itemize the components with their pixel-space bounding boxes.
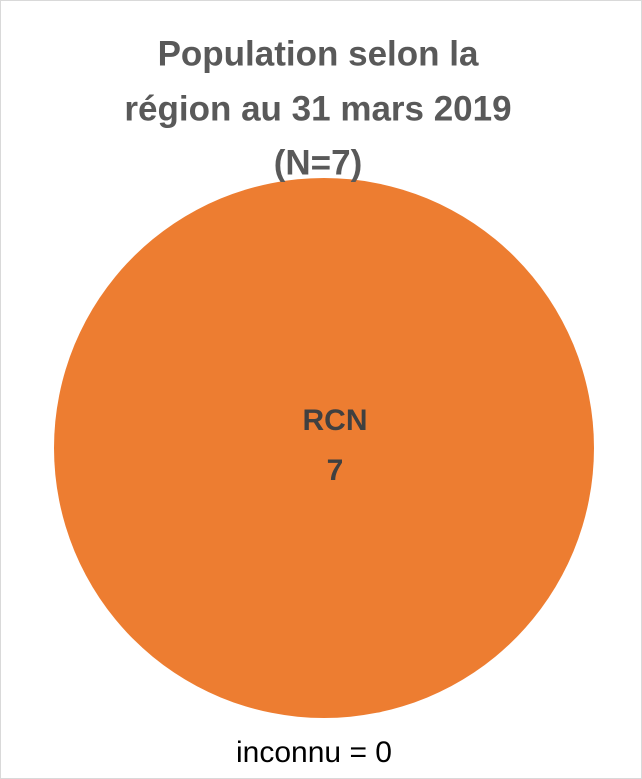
data-label-category: RCN [303, 404, 368, 437]
annotation: inconnu = 0 [236, 736, 392, 769]
pie-slice [54, 178, 594, 718]
data-labels: RCN 7 [303, 404, 368, 487]
chart-title: région au 31 mars 2019 [124, 89, 511, 128]
chart-title: (N=7) [274, 143, 363, 182]
chart-title: Population selon la [158, 34, 479, 73]
pie [54, 178, 594, 718]
data-label-value: 7 [327, 454, 344, 487]
